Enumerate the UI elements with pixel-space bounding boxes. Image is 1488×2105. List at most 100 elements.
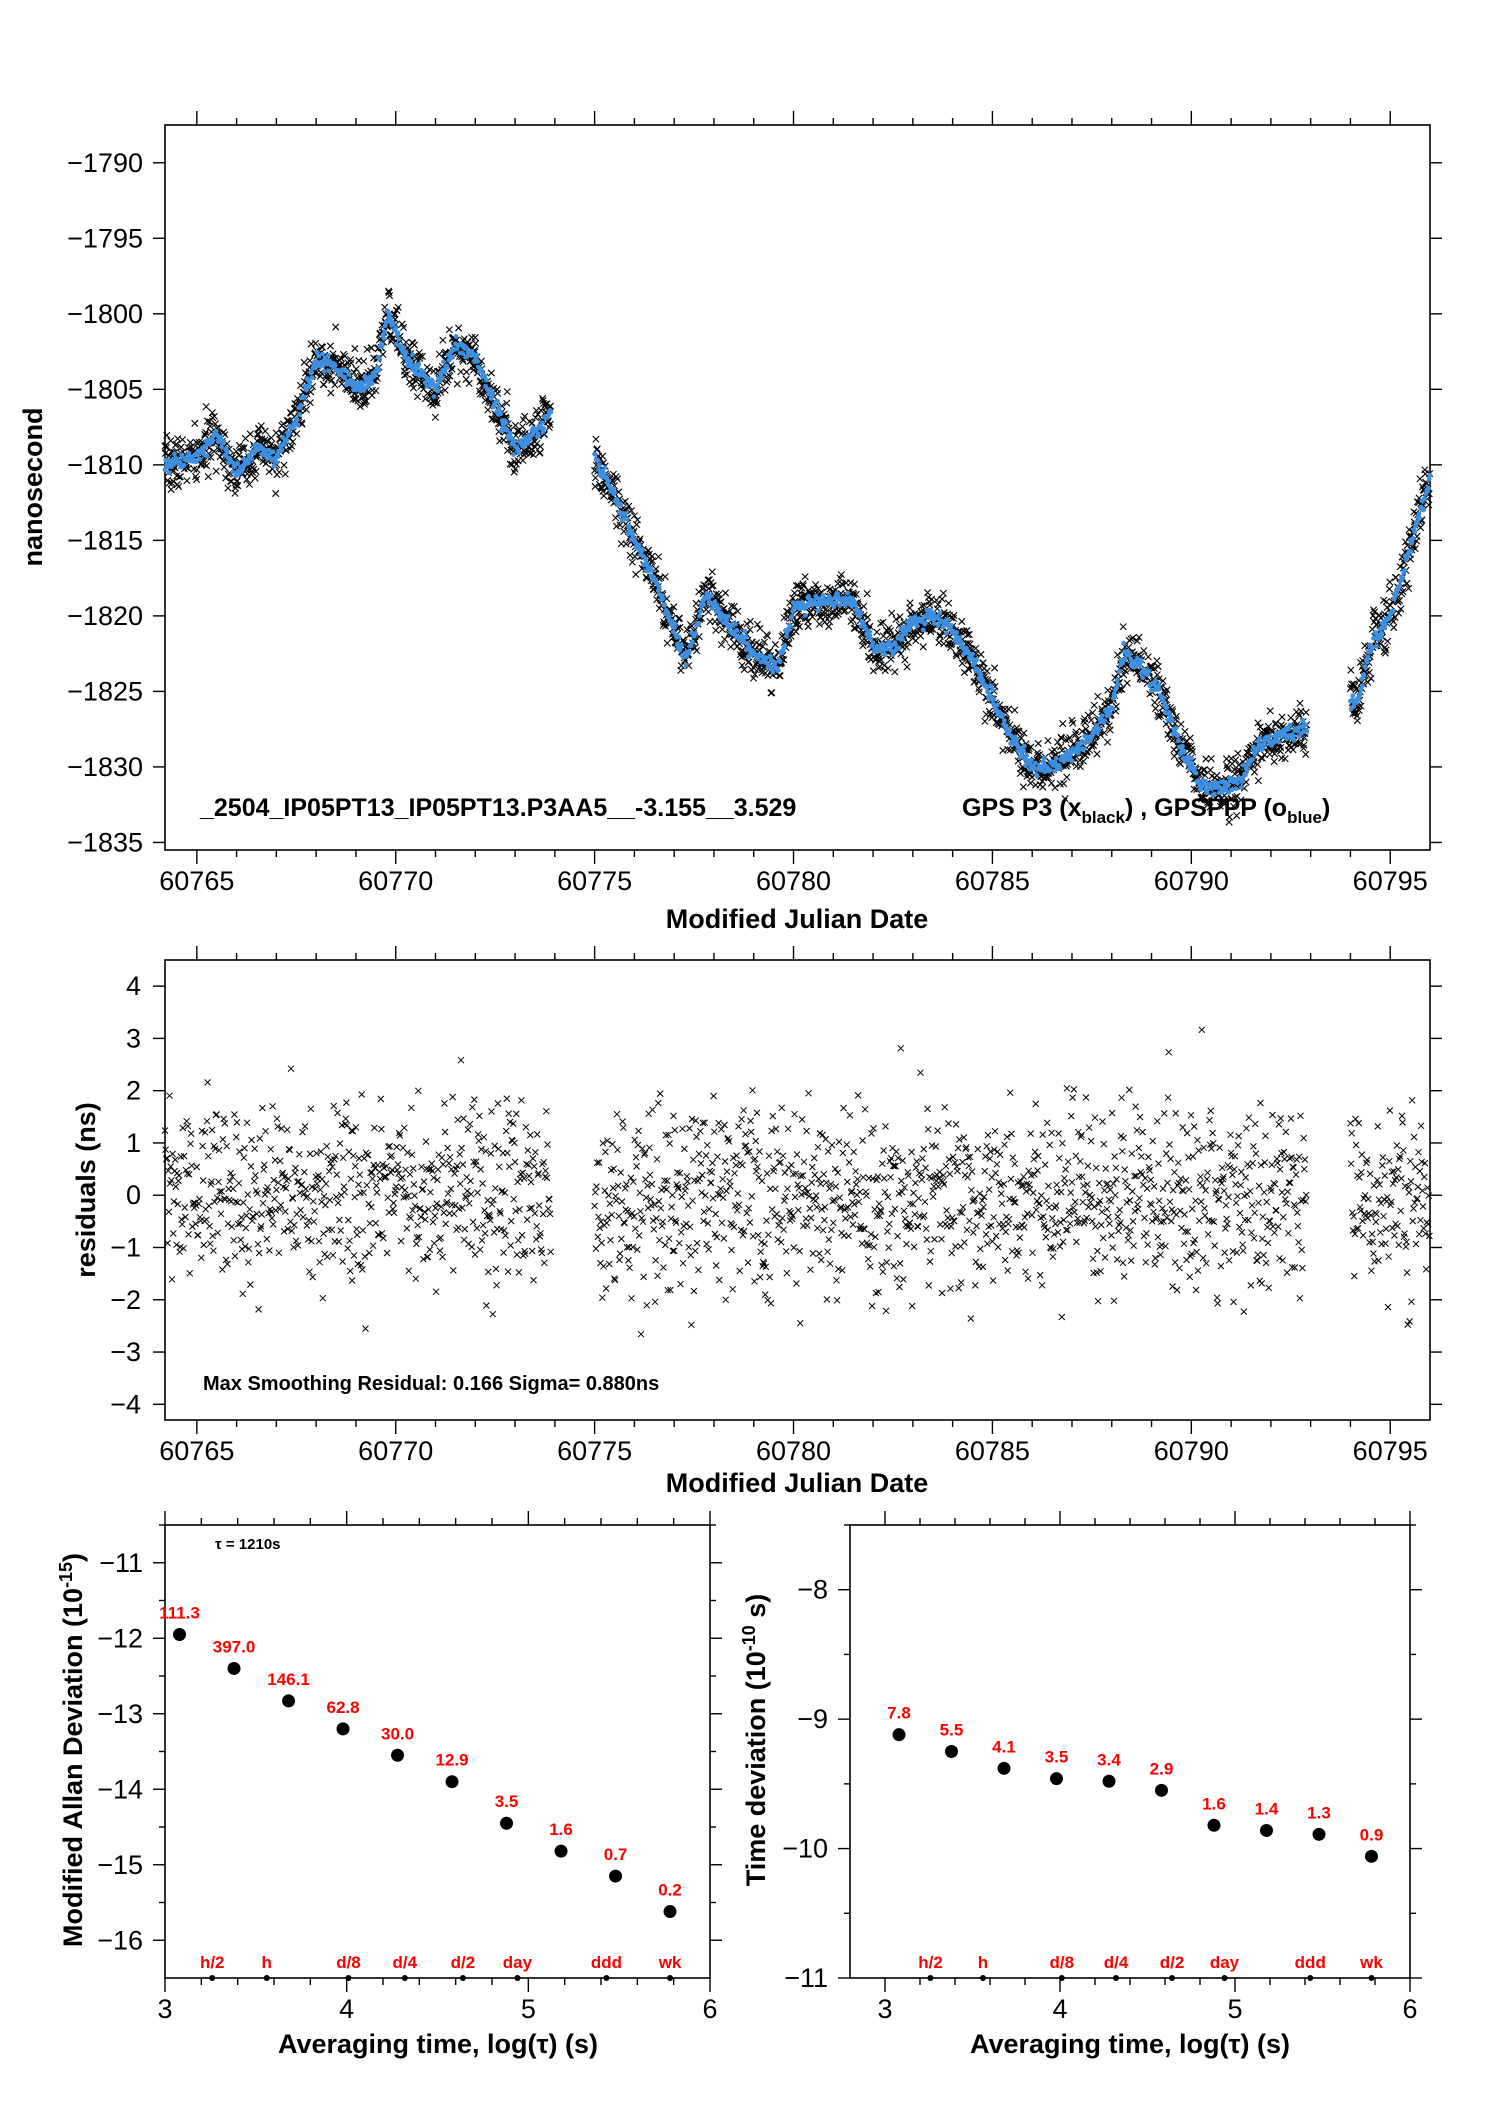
ppp-point — [498, 411, 504, 417]
residual-point — [524, 1147, 532, 1154]
p3-point — [1398, 590, 1406, 598]
residual-point — [432, 1204, 439, 1212]
residual-point — [360, 1189, 367, 1196]
residual-point — [491, 1184, 499, 1192]
residual-point — [507, 1242, 514, 1249]
residual-point — [405, 1267, 413, 1275]
p3-point — [886, 627, 894, 635]
residual-point — [306, 1268, 313, 1276]
y-tick-label: −1835 — [67, 827, 143, 857]
p3-point — [627, 507, 635, 515]
residual-point — [183, 1170, 191, 1177]
y-tick-label: 4 — [126, 971, 141, 1001]
p3-point — [362, 397, 370, 405]
p3-point — [186, 438, 194, 447]
p3-point — [1089, 709, 1097, 717]
residual-point — [219, 1136, 227, 1143]
p3-point — [1395, 596, 1403, 605]
x-tick-label: 60770 — [358, 1436, 433, 1466]
x-tick-label: 60785 — [955, 1436, 1030, 1466]
p3-point — [1425, 501, 1433, 509]
residual-point — [466, 1120, 474, 1128]
residual-point — [371, 1124, 378, 1132]
p3-point — [1382, 646, 1390, 654]
residual-point — [241, 1243, 249, 1250]
p3-point — [712, 626, 720, 634]
p3-point — [1121, 667, 1129, 675]
residual-point — [241, 1144, 248, 1152]
residual-point — [449, 1093, 457, 1101]
residual-point — [224, 1220, 232, 1228]
residual-point — [334, 1109, 341, 1117]
p3-point — [341, 352, 349, 360]
residual-point — [222, 1256, 230, 1264]
ppp-point — [1363, 665, 1368, 671]
residual-point — [366, 1219, 374, 1227]
residual-point — [470, 1096, 478, 1103]
ppp-point — [882, 652, 888, 657]
p3-point — [693, 647, 701, 655]
p3-point — [1258, 754, 1266, 762]
residual-point — [259, 1104, 266, 1112]
p3-point — [979, 659, 987, 667]
p3-point — [1296, 739, 1304, 748]
residual-point — [510, 1195, 518, 1203]
p3-point — [1163, 686, 1171, 694]
ppp-point — [325, 353, 331, 358]
residual-point — [454, 1116, 462, 1124]
p3-point — [399, 323, 408, 331]
ppp-point — [1156, 682, 1162, 688]
residual-point — [483, 1302, 490, 1309]
residual-point — [310, 1218, 318, 1226]
residual-point — [208, 1178, 215, 1186]
legend-part-b: ) , GPSPPP (o — [1125, 794, 1287, 822]
p3-point — [287, 442, 296, 450]
ppp-point — [332, 362, 338, 368]
p3-point — [709, 582, 717, 590]
ppp-point — [195, 452, 201, 458]
residual-point — [539, 1210, 547, 1218]
residual-point — [544, 1205, 552, 1213]
p3-point — [598, 452, 607, 460]
ppp-point — [1021, 748, 1026, 753]
ppp-point — [307, 379, 313, 385]
p3-point — [1154, 662, 1162, 671]
residual-point — [450, 1210, 458, 1218]
residual-point — [246, 1205, 254, 1213]
p3-point — [1025, 746, 1033, 755]
ppp-point — [1175, 732, 1181, 738]
y-tick-label: −1795 — [67, 223, 143, 253]
residual-point — [363, 1181, 371, 1189]
p3-point — [281, 470, 289, 478]
ppp-point — [784, 633, 789, 639]
ppp-point — [431, 394, 437, 399]
ppp-point — [803, 612, 808, 618]
ppp-point — [343, 368, 348, 374]
p3-point — [1100, 729, 1108, 737]
residual-point — [384, 1194, 392, 1202]
p3-point — [261, 427, 269, 435]
residual-point — [592, 1245, 600, 1252]
ppp-point — [665, 610, 671, 615]
ppp-point — [660, 596, 666, 602]
residual-point — [341, 1188, 348, 1196]
residual-point — [288, 1227, 296, 1235]
p3-point — [1272, 719, 1280, 727]
p3-point — [791, 589, 799, 597]
ppp-point — [434, 382, 440, 388]
residual-point — [280, 1228, 288, 1235]
ppp-point — [724, 618, 730, 623]
residual-point — [308, 1183, 316, 1191]
p3-point — [470, 363, 478, 371]
residual-point — [441, 1128, 449, 1136]
ppp-point — [920, 627, 926, 633]
y-tick-label: −1790 — [67, 148, 143, 178]
ppp-point — [449, 354, 455, 360]
residual-point — [322, 1180, 330, 1188]
residual-point — [451, 1170, 458, 1177]
p3-point — [1250, 768, 1259, 776]
ppp-point — [990, 700, 996, 706]
residual-point — [232, 1133, 240, 1141]
p3-point — [975, 688, 983, 696]
p3-point — [385, 292, 394, 300]
